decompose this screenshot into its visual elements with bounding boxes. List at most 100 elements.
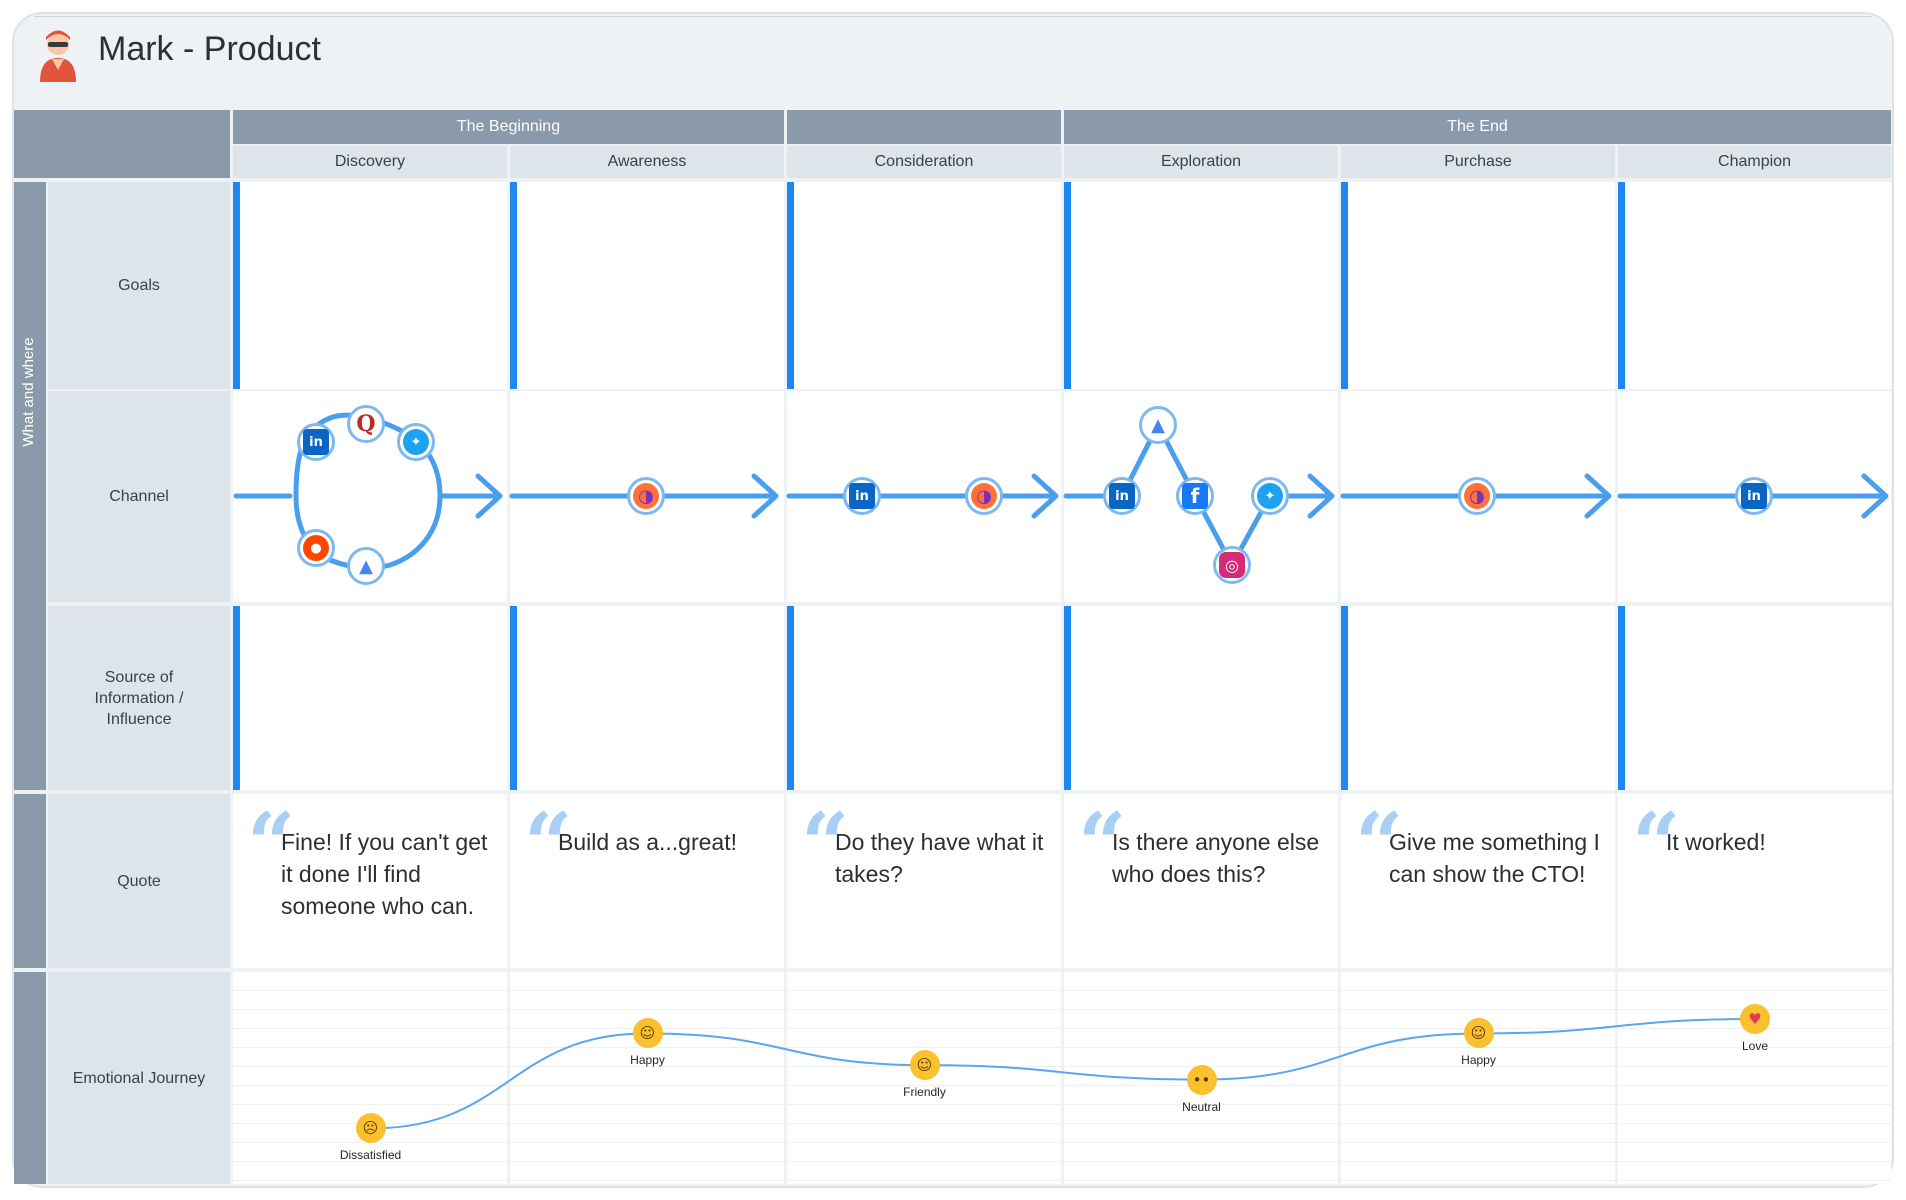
cell-3-4[interactable]	[1341, 794, 1615, 968]
firefox-icon: ◑	[633, 483, 659, 509]
friendly-emoji-icon[interactable]: ☺	[909, 1050, 940, 1081]
stage-header-purchase[interactable]: Purchase	[1341, 146, 1615, 178]
channel-badge[interactable]: f	[1176, 477, 1214, 515]
quote-mark-icon: “	[1078, 794, 1127, 893]
dissatisfied-emoji-icon[interactable]: ☹	[355, 1113, 386, 1144]
stage-header-discovery[interactable]: Discovery	[233, 146, 507, 178]
cell-2-0[interactable]	[233, 606, 507, 790]
channel-badge[interactable]: in	[843, 477, 881, 515]
love-emoji-icon[interactable]: ♥	[1740, 1004, 1770, 1035]
happy-emoji-icon[interactable]: ☺	[632, 1018, 663, 1049]
cell-accent-bar	[510, 606, 517, 790]
cell-2-1[interactable]	[510, 606, 784, 790]
cell-3-2[interactable]	[787, 794, 1061, 968]
neutral-emoji-icon[interactable]: ••	[1186, 1064, 1217, 1095]
cell-accent-bar	[233, 606, 240, 790]
emotion-label: Dissatisfied	[339, 1148, 402, 1163]
google-ads-icon: ▲	[1145, 412, 1171, 438]
cell-accent-bar	[1618, 182, 1625, 389]
channel-badge[interactable]: ◑	[627, 477, 665, 515]
quora-icon: Q	[353, 411, 379, 437]
linkedin-icon: in	[1109, 483, 1135, 509]
strip-quote	[14, 794, 46, 968]
cell-3-1[interactable]	[510, 794, 784, 968]
quote-text: Do they have what it takes?	[835, 829, 1044, 887]
cell-0-2[interactable]	[787, 182, 1061, 389]
cell-4-4[interactable]	[1341, 972, 1615, 1184]
firefox-icon: ◑	[1464, 483, 1490, 509]
channel-badge[interactable]: Q	[347, 405, 385, 443]
channel-badge[interactable]: ◑	[965, 477, 1003, 515]
page-title: Mark - Product	[98, 30, 321, 68]
strip-emotion	[14, 972, 46, 1184]
cell-2-3[interactable]	[1064, 606, 1338, 790]
channel-badge[interactable]: in	[297, 423, 335, 461]
linkedin-icon: in	[849, 483, 875, 509]
facebook-icon: f	[1182, 483, 1208, 509]
quote-text: Fine! If you can't get it done I'll find…	[281, 829, 488, 919]
channel-badge[interactable]: ✦	[397, 423, 435, 461]
stage-header-champion[interactable]: Champion	[1618, 146, 1891, 178]
channel-badge[interactable]: ◎	[1213, 546, 1251, 584]
cell-accent-bar	[233, 182, 240, 389]
flow-arrowhead	[1584, 473, 1612, 519]
emotion-label: Friendly	[903, 1085, 946, 1100]
cell-2-4[interactable]	[1341, 606, 1615, 790]
cell-4-0[interactable]	[233, 972, 507, 1184]
cell-2-2[interactable]	[787, 606, 1061, 790]
channel-badge[interactable]: ◑	[1458, 477, 1496, 515]
quote-text: It worked!	[1666, 829, 1766, 855]
quote-mark-icon: “	[1355, 794, 1404, 893]
cell-0-4[interactable]	[1341, 182, 1615, 389]
happy-emoji-icon[interactable]: ☺	[1463, 1018, 1494, 1049]
stage-header-exploration[interactable]: Exploration	[1064, 146, 1338, 178]
cell-4-1[interactable]	[510, 972, 784, 1184]
stage-header-awareness[interactable]: Awareness	[510, 146, 784, 178]
cell-3-3[interactable]	[1064, 794, 1338, 968]
channel-badge[interactable]: in	[1103, 477, 1141, 515]
twitter-icon: ✦	[403, 429, 429, 455]
phase-header	[787, 110, 1061, 144]
quote-text: Is there anyone else who does this?	[1112, 829, 1320, 887]
top-divider	[34, 16, 1872, 17]
row-label: Emotional Journey	[48, 972, 230, 1184]
row-label: Source of Information / Influence	[48, 606, 230, 790]
cell-0-3[interactable]	[1064, 182, 1338, 389]
firefox-icon: ◑	[971, 483, 997, 509]
cell-accent-bar	[1618, 606, 1625, 790]
flow-arrowhead	[475, 473, 503, 519]
channel-badge[interactable]: in	[1735, 477, 1773, 515]
persona-avatar	[40, 30, 76, 82]
emotion-curve	[370, 1018, 1756, 1130]
channel-badge[interactable]: ●	[297, 529, 335, 567]
cell-accent-bar	[1064, 182, 1071, 389]
twitter-icon: ✦	[1257, 483, 1283, 509]
cell-0-5[interactable]	[1618, 182, 1891, 389]
quote-text: Give me something I can show the CTO!	[1389, 829, 1600, 887]
stage-header-consideration[interactable]: Consideration	[787, 146, 1061, 178]
cell-3-5[interactable]	[1618, 794, 1891, 968]
quote-mark-icon: “	[247, 794, 296, 893]
flow-arrowhead	[1861, 473, 1889, 519]
linkedin-icon: in	[303, 429, 329, 455]
cell-3-0[interactable]	[233, 794, 507, 968]
cell-0-0[interactable]	[233, 182, 507, 389]
channel-badge[interactable]: ▲	[347, 547, 385, 585]
quote-mark-icon: “	[1632, 794, 1681, 893]
emotion-label: Love	[1741, 1039, 1769, 1054]
cell-4-3[interactable]	[1064, 972, 1338, 1184]
quote-mark-icon: “	[801, 794, 850, 893]
row-label: Quote	[48, 794, 230, 968]
channel-badge[interactable]: ▲	[1139, 406, 1177, 444]
phase-header: The Beginning	[233, 110, 784, 144]
flow-arrowhead	[1307, 473, 1335, 519]
cell-2-5[interactable]	[1618, 606, 1891, 790]
row-label: Channel	[48, 391, 230, 602]
channel-badge[interactable]: ✦	[1251, 477, 1289, 515]
emotion-label: Neutral	[1182, 1099, 1221, 1114]
instagram-icon: ◎	[1219, 552, 1245, 578]
phase-header: The End	[1064, 110, 1891, 144]
cell-0-1[interactable]	[510, 182, 784, 389]
